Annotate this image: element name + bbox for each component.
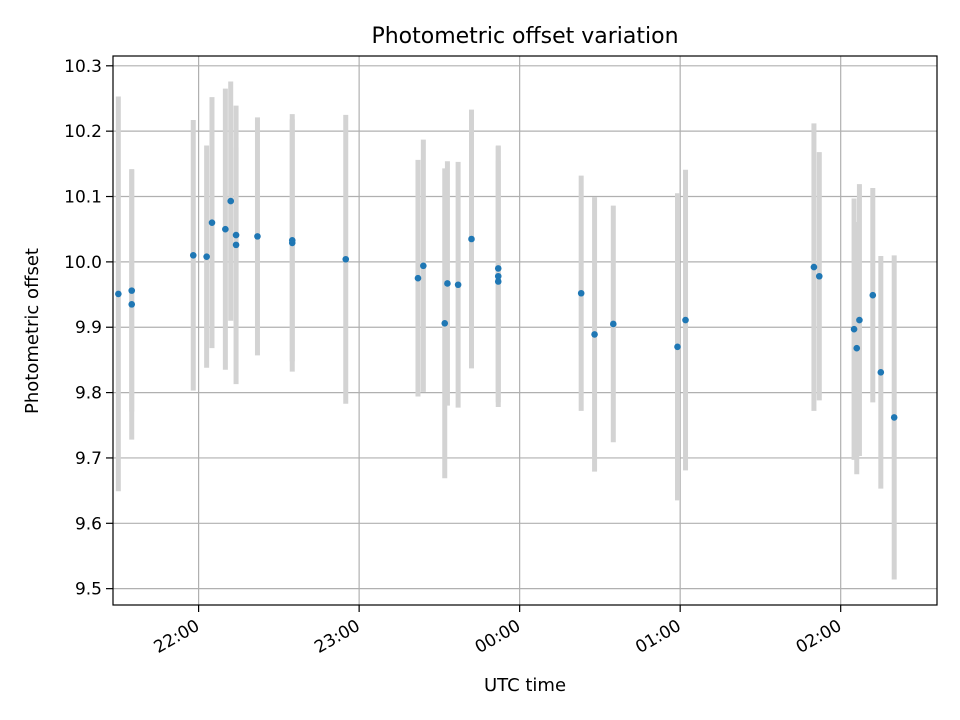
data-point	[494, 272, 502, 280]
data-point	[674, 343, 681, 351]
data-point	[682, 316, 689, 324]
data-point	[414, 274, 422, 282]
data-point	[203, 253, 210, 260]
data-point	[232, 231, 240, 239]
y-tick-label: 9.8	[75, 384, 102, 404]
data-point	[444, 280, 451, 287]
data-point	[609, 320, 617, 328]
data-point	[115, 290, 122, 298]
data-point	[227, 197, 235, 205]
data-point	[254, 233, 261, 240]
plot-frame	[112, 55, 938, 606]
data-point	[815, 272, 823, 280]
data-point	[189, 252, 197, 259]
y-axis-label: Photometric offset	[22, 248, 43, 414]
data-point	[850, 325, 858, 333]
data-point	[890, 414, 898, 421]
data-point	[288, 237, 296, 244]
grid-lines	[113, 56, 937, 605]
data-point	[591, 331, 598, 338]
data-point	[856, 316, 863, 324]
data-point	[441, 320, 449, 327]
data-point	[869, 291, 877, 299]
y-tick-label: 10.3	[64, 57, 102, 77]
y-tick-label: 9.6	[75, 514, 102, 534]
y-tick-label: 9.7	[75, 449, 102, 469]
data-point	[494, 278, 502, 285]
y-tick-label: 10.2	[64, 122, 102, 142]
y-tick-label: 9.9	[75, 318, 102, 338]
data-point	[208, 219, 216, 226]
data-point	[810, 263, 818, 271]
data-point	[494, 265, 502, 272]
data-point	[853, 344, 861, 352]
data-point	[222, 225, 229, 233]
data-point	[420, 262, 427, 270]
chart-title: Photometric offset variation	[371, 24, 678, 49]
data-point	[454, 281, 462, 289]
data-point	[877, 369, 885, 376]
y-tick-label: 9.5	[75, 580, 102, 600]
y-tick-label: 10.1	[64, 188, 102, 208]
y-tick-label: 10.0	[64, 253, 102, 273]
data-point	[232, 241, 240, 249]
data-point	[577, 289, 585, 297]
y-axis-ticks: 9.5 9.6 9.7 9.8 9.9 10.0 10.1 10.2 10.3	[64, 57, 113, 600]
data-point	[128, 287, 136, 294]
data-point	[342, 255, 350, 263]
data-points	[115, 197, 898, 421]
data-point	[468, 235, 475, 243]
data-point	[128, 301, 136, 308]
x-axis-label: UTC time	[484, 675, 566, 696]
